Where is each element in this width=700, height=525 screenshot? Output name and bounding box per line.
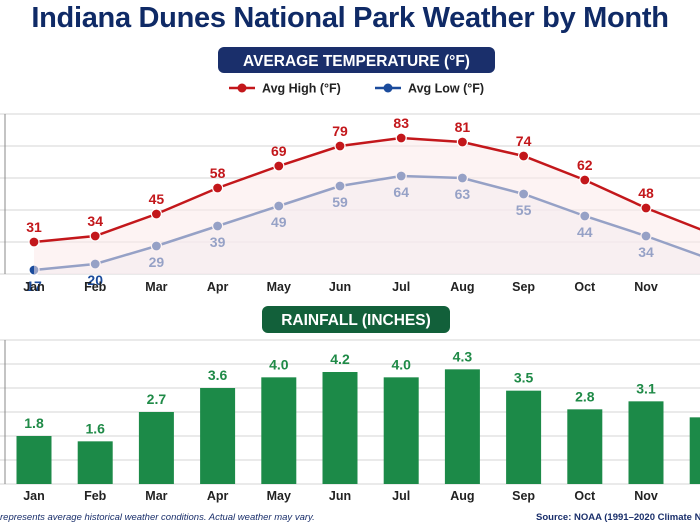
page-title: Indiana Dunes National Park Weather by M… bbox=[31, 2, 669, 34]
rain-bar-Oct bbox=[567, 409, 603, 484]
high-point-Jul bbox=[395, 132, 407, 144]
rain-label-Jun: 4.2 bbox=[330, 351, 350, 367]
rain-x-tick-Sep: Sep bbox=[512, 489, 535, 503]
rain-x-tick-Oct: Oct bbox=[574, 489, 596, 503]
rain-bar-Aug bbox=[444, 369, 480, 484]
high-point-Apr bbox=[212, 182, 224, 194]
legend-low-label: Avg Low (°F) bbox=[408, 82, 484, 96]
rain-x-tick-May: May bbox=[267, 489, 291, 503]
rain-x-tick-Mar: Mar bbox=[145, 489, 167, 503]
rain-x-tick-Apr: Apr bbox=[207, 489, 229, 503]
high-point-Mar bbox=[150, 208, 162, 220]
rain-chart-title: RAINFALL (INCHES) bbox=[281, 312, 431, 329]
rain-bar-Feb bbox=[77, 441, 113, 484]
high-label-Jun: 79 bbox=[332, 123, 348, 139]
low-label-Feb: 20 bbox=[87, 272, 103, 288]
rain-x-tick-Jun: Jun bbox=[329, 489, 351, 503]
rain-bar-May bbox=[261, 377, 297, 484]
high-point-Jan bbox=[28, 236, 40, 248]
rain-x-tick-Jan: Jan bbox=[23, 489, 45, 503]
high-point-Jun bbox=[334, 140, 346, 152]
high-point-Sep bbox=[517, 150, 530, 162]
rain-label-Jan: 1.8 bbox=[24, 415, 44, 431]
high-series-line bbox=[33, 136, 700, 244]
rain-bar-Mar bbox=[138, 412, 174, 484]
high-point-Aug bbox=[456, 136, 468, 148]
rain-label-Nov: 3.1 bbox=[636, 380, 656, 396]
rain-x-tick-Feb: Feb bbox=[84, 489, 107, 503]
rain-label-Apr: 3.6 bbox=[208, 367, 228, 383]
rain-label-Mar: 2.7 bbox=[147, 391, 167, 407]
high-label-Oct: 62 bbox=[577, 157, 593, 173]
temp-x-tick-May: May bbox=[267, 280, 291, 294]
high-label-Mar: 45 bbox=[149, 191, 165, 207]
high-point-Feb bbox=[89, 230, 101, 242]
temp-x-tick-Apr: Apr bbox=[207, 280, 229, 294]
temp-x-tick-Feb: Feb bbox=[84, 280, 107, 294]
rain-label-Aug: 4.3 bbox=[453, 348, 473, 364]
temp-x-tick-Oct: Oct bbox=[574, 280, 596, 294]
high-point-Nov bbox=[640, 202, 652, 214]
high-label-Sep: 74 bbox=[516, 133, 532, 149]
temp-x-tick-Aug: Aug bbox=[450, 280, 474, 294]
legend-high-label: Avg High (°F) bbox=[262, 82, 341, 96]
high-label-Nov: 48 bbox=[638, 185, 654, 201]
temp-x-tick-Sep: Sep bbox=[512, 280, 535, 294]
temp-x-tick-Nov: Nov bbox=[634, 280, 658, 294]
footnote-source: Source: NOAA (1991–2020 Climate No bbox=[536, 512, 700, 523]
rain-bar-Jun bbox=[322, 372, 358, 484]
temp-x-tick-Jan: Jan bbox=[23, 280, 45, 294]
rain-label-Feb: 1.6 bbox=[85, 420, 105, 436]
temp-x-tick-Jul: Jul bbox=[392, 280, 410, 294]
rain-bar-Jan bbox=[16, 436, 52, 484]
high-label-Apr: 58 bbox=[210, 165, 226, 181]
high-label-Feb: 34 bbox=[87, 213, 103, 229]
rain-label-May: 4.0 bbox=[269, 356, 289, 372]
rain-bar-Dec bbox=[689, 417, 700, 484]
temp-title-pill bbox=[218, 47, 495, 73]
rain-bar-Sep bbox=[506, 390, 542, 484]
high-point-May bbox=[273, 160, 285, 172]
legend-high-marker bbox=[237, 83, 247, 93]
rain-label-Oct: 2.8 bbox=[575, 388, 595, 404]
rain-label-Sep: 3.5 bbox=[514, 370, 534, 386]
rain-label-Jul: 4.0 bbox=[391, 356, 411, 372]
footnote-left: represents average historical weather co… bbox=[0, 512, 315, 523]
high-label-May: 69 bbox=[271, 143, 287, 159]
legend-low-marker bbox=[383, 83, 393, 93]
rain-bar-Apr bbox=[200, 388, 236, 484]
temp-x-tick-Jun: Jun bbox=[329, 280, 351, 294]
temp-chart-title: AVERAGE TEMPERATURE (°F) bbox=[243, 53, 470, 70]
rain-bar-Nov bbox=[628, 401, 664, 484]
rain-x-tick-Aug: Aug bbox=[450, 489, 474, 503]
high-label-Jan: 31 bbox=[26, 219, 42, 235]
rain-bar-Jul bbox=[383, 377, 419, 484]
temp-x-tick-Mar: Mar bbox=[145, 280, 167, 294]
high-area bbox=[34, 138, 700, 274]
high-label-Aug: 81 bbox=[455, 119, 471, 135]
rain-x-tick-Jul: Jul bbox=[392, 489, 410, 503]
high-point-Oct bbox=[579, 174, 591, 186]
high-label-Jul: 83 bbox=[393, 115, 409, 131]
rain-x-tick-Nov: Nov bbox=[634, 489, 658, 503]
rain-title-pill bbox=[262, 306, 450, 333]
low-label-Jan: 17 bbox=[26, 278, 42, 294]
